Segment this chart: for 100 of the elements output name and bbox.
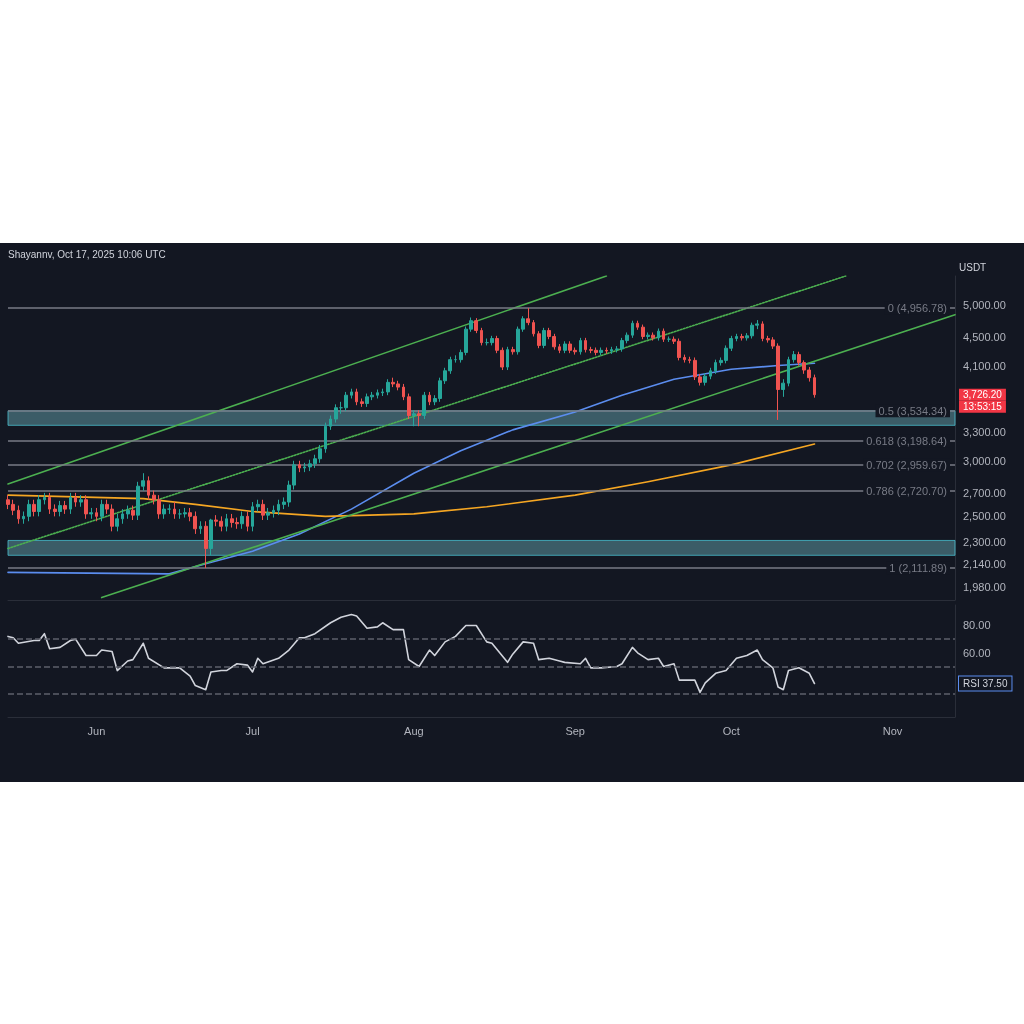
- candlestick: [360, 397, 364, 408]
- candlestick: [63, 500, 67, 515]
- candlestick: [610, 346, 613, 355]
- candlestick: [703, 372, 707, 387]
- line-series: [7, 613, 816, 694]
- candlestick: [261, 499, 265, 521]
- x-tick-label: Sep: [565, 724, 585, 737]
- candlestick: [761, 320, 764, 342]
- candlestick: [121, 508, 124, 525]
- candlestick: [334, 403, 338, 424]
- y-tick-label: 60.00: [963, 646, 991, 659]
- candlestick: [272, 505, 275, 519]
- text: 3,726.20: [963, 389, 1003, 401]
- text: 13:53:15: [963, 401, 1003, 413]
- x-tick-label: Oct: [722, 724, 740, 737]
- candlestick: [173, 501, 176, 520]
- candlestick: [787, 356, 790, 387]
- candlestick: [417, 409, 421, 427]
- candlestick: [256, 499, 260, 513]
- candlestick: [584, 337, 587, 353]
- candlestick: [350, 388, 353, 399]
- candlestick: [511, 346, 515, 356]
- candlestick: [688, 356, 691, 364]
- candlestick: [53, 503, 57, 517]
- candlestick: [303, 462, 306, 473]
- candlestick: [579, 337, 582, 356]
- y-tick-label: 2,300.00: [963, 535, 1006, 548]
- y-tick-label: 4,500.00: [963, 331, 1006, 344]
- ref-line-label: 0.618 (3,198.64): [866, 435, 947, 448]
- y-tick-label: 3,300.00: [963, 425, 1006, 438]
- candlestick: [506, 346, 509, 371]
- candlestick: [204, 520, 208, 569]
- candlestick: [115, 513, 119, 532]
- candlestick: [792, 350, 796, 364]
- x-tick-label: Jun: [87, 724, 106, 737]
- ref-line-label: 0.786 (2,720.70): [866, 484, 947, 497]
- candlestick: [558, 343, 561, 354]
- candlestick: [324, 422, 327, 454]
- candlestick: [480, 327, 483, 346]
- candlestick: [735, 333, 738, 342]
- y-tick-label: 2,700.00: [963, 486, 1006, 499]
- candlestick: [298, 460, 301, 473]
- candlestick: [355, 388, 358, 406]
- candlestick: [683, 354, 686, 364]
- candlestick: [162, 503, 166, 520]
- candlestick: [526, 307, 530, 326]
- candlestick: [240, 511, 244, 530]
- x-tick-label: Nov: [882, 724, 903, 737]
- candlestick: [344, 391, 348, 412]
- candlestick: [402, 383, 405, 401]
- ref-line-label: 0.5 (3,534.34): [878, 404, 947, 417]
- x-tick-label: Jul: [245, 724, 260, 737]
- candlestick: [95, 507, 98, 522]
- candlestick: [631, 320, 634, 339]
- y-tick-label: 4,100.00: [963, 359, 1006, 372]
- candlestick: [147, 475, 150, 501]
- candlestick: [27, 499, 31, 522]
- candlestick: [657, 327, 660, 342]
- candlestick: [37, 494, 41, 517]
- candlestick: [199, 520, 202, 535]
- candlestick: [183, 507, 187, 519]
- candlestick: [813, 374, 816, 399]
- candlestick: [381, 388, 384, 397]
- candlestick: [641, 324, 645, 340]
- candlestick: [636, 320, 639, 331]
- y-axis-title: USDT: [959, 261, 987, 273]
- candlestick: [100, 499, 104, 522]
- candlestick: [131, 505, 135, 521]
- candlestick: [714, 359, 717, 375]
- candlestick: [225, 513, 228, 532]
- x-tick-label: Aug: [404, 724, 424, 737]
- candlestick: [605, 347, 608, 355]
- candlestick: [422, 391, 426, 420]
- candlestick: [266, 507, 270, 521]
- candlestick: [537, 330, 541, 349]
- candlestick: [781, 378, 785, 398]
- candlestick: [407, 393, 411, 420]
- candlestick: [74, 492, 77, 508]
- candlestick: [58, 500, 62, 517]
- candlestick: [209, 518, 213, 556]
- chart-title: Shayannv, Oct 17, 2025 10:06 UTC: [8, 249, 166, 260]
- candlestick: [412, 409, 416, 427]
- ref-line-label: 0 (4,956.78): [887, 301, 947, 314]
- candlestick: [428, 391, 431, 406]
- candlestick: [651, 331, 655, 342]
- candlestick: [79, 494, 83, 508]
- line-series: [7, 443, 816, 518]
- candlestick: [32, 499, 36, 517]
- y-tick-label: 1,980.00: [963, 581, 1006, 594]
- candlestick: [126, 505, 130, 520]
- candlestick: [376, 389, 379, 399]
- y-tick-label: 80.00: [963, 619, 991, 632]
- ref-line-label: 0.702 (2,959.67): [866, 458, 947, 471]
- candlestick: [709, 367, 712, 380]
- y-tick-label: 2,140.00: [963, 557, 1006, 570]
- candlestick: [251, 501, 254, 532]
- ref-line-label: 1 (2,111.89): [889, 561, 947, 574]
- candlestick: [48, 492, 51, 515]
- candlestick: [662, 327, 665, 343]
- candlestick: [329, 415, 332, 431]
